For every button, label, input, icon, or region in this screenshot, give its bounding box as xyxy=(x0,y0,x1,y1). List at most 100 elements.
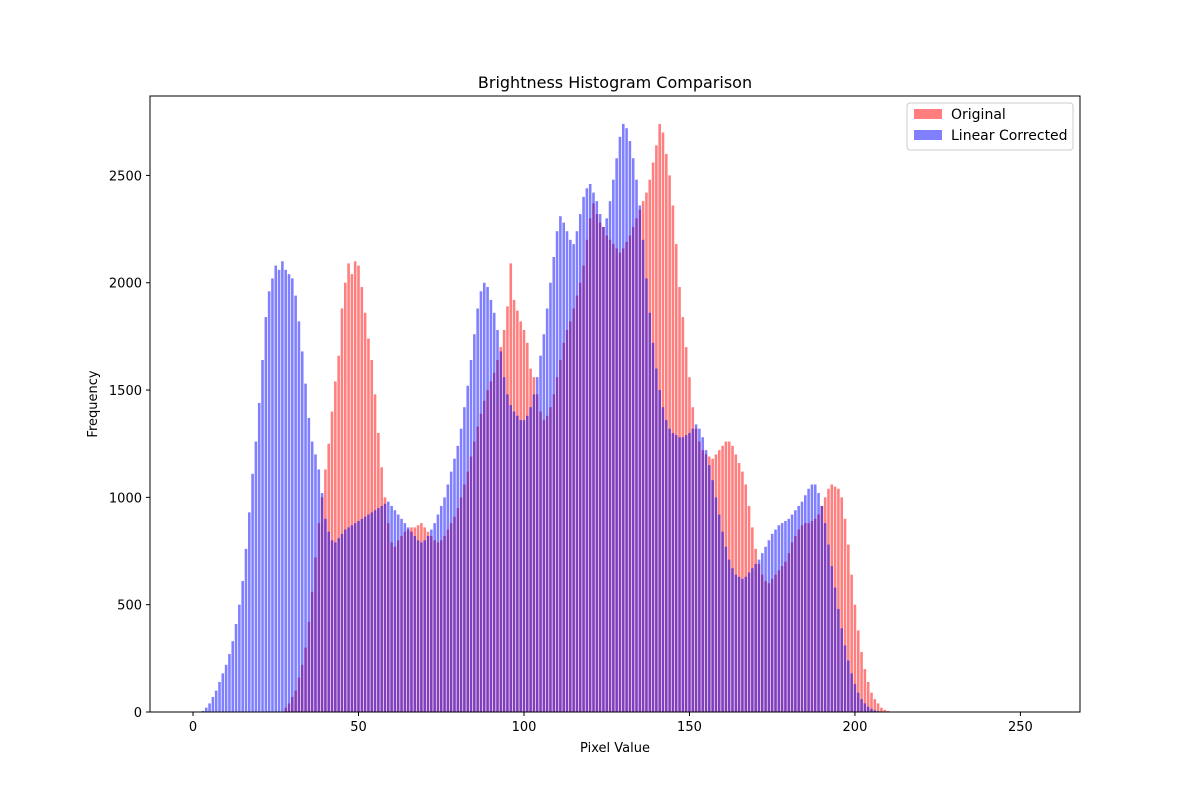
y-axis-label: Frequency xyxy=(86,370,101,437)
x-tick-label: 50 xyxy=(350,720,367,735)
bar-1-21 xyxy=(261,360,264,712)
bar-1-147 xyxy=(678,437,681,712)
bar-0-47 xyxy=(347,263,350,712)
bar-1-110 xyxy=(555,231,559,712)
bar-1-134 xyxy=(635,179,638,712)
bar-1-159 xyxy=(717,514,721,712)
bar-1-193 xyxy=(830,566,834,712)
bar-0-204 xyxy=(866,681,870,712)
bar-1-63 xyxy=(400,518,403,712)
x-tick-label: 0 xyxy=(189,720,197,735)
bar-1-79 xyxy=(453,458,456,712)
bar-1-19 xyxy=(254,441,258,712)
bar-1-148 xyxy=(681,437,685,712)
bar-1-18 xyxy=(251,473,254,712)
bar-1-127 xyxy=(612,179,615,712)
bar-1-34 xyxy=(304,383,307,712)
bar-1-177 xyxy=(777,525,781,712)
chart-title: Brightness Histogram Comparison xyxy=(478,73,752,92)
bar-1-100 xyxy=(522,420,526,712)
bar-1-133 xyxy=(631,158,635,713)
bar-0-52 xyxy=(363,312,367,712)
bar-1-76 xyxy=(443,497,446,712)
bar-1-20 xyxy=(257,402,261,712)
bar-1-169 xyxy=(751,568,754,712)
x-tick-label: 150 xyxy=(677,720,702,735)
bar-0-207 xyxy=(876,703,880,712)
bar-1-17 xyxy=(248,512,251,712)
bar-1-22 xyxy=(264,317,268,712)
bar-1-58 xyxy=(383,503,387,712)
bar-1-185 xyxy=(804,495,807,712)
bar-1-174 xyxy=(767,540,771,712)
legend-swatch-original xyxy=(914,109,942,119)
x-tick-label: 100 xyxy=(512,720,537,735)
bar-1-86 xyxy=(476,308,479,712)
bar-1-51 xyxy=(360,518,364,712)
bar-1-137 xyxy=(645,278,648,712)
bar-1-41 xyxy=(327,531,331,712)
bar-1-163 xyxy=(731,568,734,712)
x-tick-label: 200 xyxy=(843,720,868,735)
bar-0-44 xyxy=(337,355,340,712)
bar-1-23 xyxy=(267,291,271,712)
bar-0-199 xyxy=(850,574,853,712)
bar-1-60 xyxy=(390,505,393,712)
bar-1-32 xyxy=(297,321,301,712)
bar-1-122 xyxy=(595,201,599,713)
bar-1-59 xyxy=(387,501,390,712)
bar-1-201 xyxy=(856,692,860,712)
bar-1-66 xyxy=(410,531,413,712)
bar-1-104 xyxy=(535,377,539,712)
bar-1-181 xyxy=(790,514,794,712)
bar-1-166 xyxy=(741,578,744,712)
bar-1-49 xyxy=(353,523,357,712)
bar-1-57 xyxy=(380,505,383,712)
bar-1-145 xyxy=(671,432,675,712)
bar-1-111 xyxy=(559,216,562,712)
bar-1-162 xyxy=(727,559,731,712)
legend: Original Linear Corrected xyxy=(906,102,1074,151)
bar-1-99 xyxy=(519,420,522,712)
bar-0-202 xyxy=(860,651,863,712)
bar-0-196 xyxy=(840,497,843,712)
bar-1-30 xyxy=(291,278,294,712)
bar-1-121 xyxy=(592,192,595,713)
legend-label-linear-corrected: Linear Corrected xyxy=(951,128,1068,144)
bar-1-182 xyxy=(794,510,797,712)
bar-1-35 xyxy=(307,417,311,712)
bar-1-43 xyxy=(334,542,337,712)
bar-1-191 xyxy=(823,523,827,712)
series-1 xyxy=(201,123,883,713)
bar-1-142 xyxy=(661,407,665,712)
bar-1-119 xyxy=(585,188,589,713)
bar-1-12 xyxy=(231,641,235,712)
bar-1-138 xyxy=(648,312,652,712)
bar-1-11 xyxy=(228,654,231,712)
bar-0-195 xyxy=(837,488,840,712)
bar-1-47 xyxy=(347,527,350,712)
bar-1-69 xyxy=(420,542,423,712)
bar-1-62 xyxy=(396,514,400,712)
bar-1-153 xyxy=(698,428,701,712)
bar-1-68 xyxy=(416,540,420,712)
bar-1-136 xyxy=(641,239,645,713)
bar-1-93 xyxy=(499,351,503,712)
bar-1-140 xyxy=(655,368,658,712)
bar-0-209 xyxy=(883,709,887,712)
legend-swatch-linear-corrected xyxy=(914,130,942,140)
bar-1-118 xyxy=(582,196,585,712)
bar-1-78 xyxy=(449,471,453,712)
bar-1-72 xyxy=(430,529,433,712)
bar-1-71 xyxy=(426,536,430,712)
bar-1-199 xyxy=(850,673,853,712)
bar-1-112 xyxy=(562,222,565,712)
bar-1-28 xyxy=(284,269,287,712)
bar-0-201 xyxy=(856,630,860,712)
bar-1-87 xyxy=(479,291,483,712)
bar-1-123 xyxy=(598,214,602,713)
bar-1-88 xyxy=(482,282,486,712)
bar-1-13 xyxy=(234,624,238,712)
